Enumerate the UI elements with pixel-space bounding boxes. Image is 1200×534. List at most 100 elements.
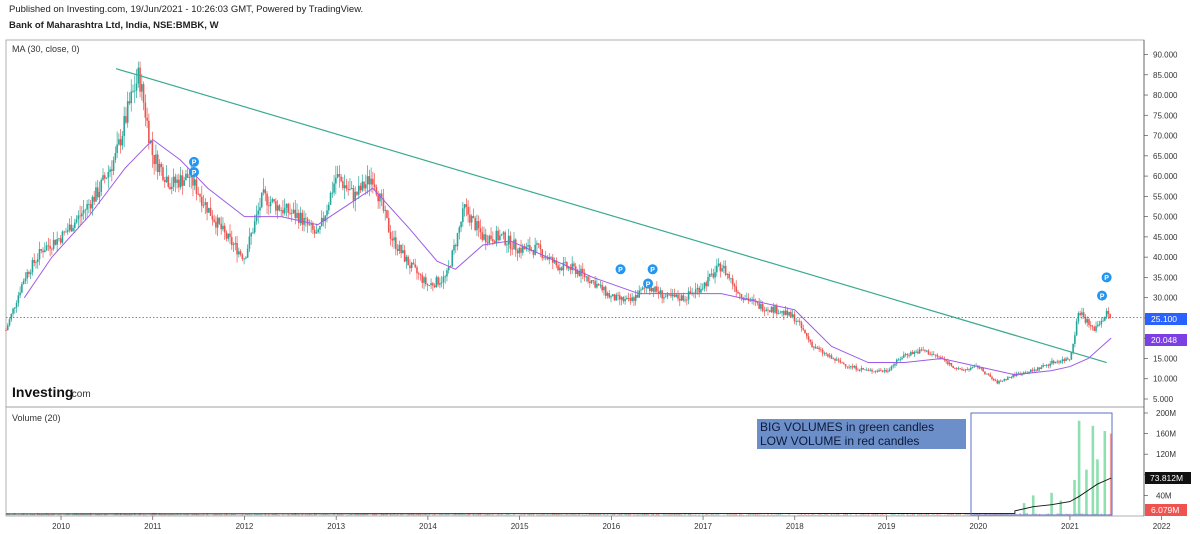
candle-body: [469, 214, 471, 223]
volume-bar: [702, 513, 704, 516]
volume-bar: [486, 513, 489, 516]
candle-body: [310, 223, 312, 225]
volume-bar: [1028, 515, 1030, 516]
volume-bar: [522, 514, 524, 516]
candle-body: [654, 286, 656, 292]
candle-body: [678, 298, 681, 301]
candle-body: [1077, 313, 1080, 322]
volume-bar: [703, 515, 706, 516]
candle-body: [294, 209, 297, 218]
volume-bar: [183, 514, 185, 516]
candle-body: [795, 320, 797, 322]
p-marker: P: [189, 156, 200, 167]
candle-body: [211, 215, 214, 220]
volume-bar: [68, 514, 71, 516]
candle-body: [366, 176, 369, 185]
volume-bar: [710, 513, 713, 516]
candle-body: [245, 257, 247, 259]
volume-bar: [155, 513, 157, 516]
volume-bar: [924, 514, 926, 516]
volume-bar: [920, 513, 923, 516]
candle-body: [684, 299, 686, 301]
volume-bar: [846, 513, 849, 516]
volume-pane[interactable]: [5, 406, 1145, 517]
volume-bar: [231, 513, 233, 516]
volume-bar: [888, 515, 891, 516]
volume-bar: [186, 513, 189, 516]
volume-bar: [19, 514, 21, 516]
volume-bar: [564, 514, 566, 516]
volume-bar: [507, 513, 510, 516]
candle-body: [800, 322, 803, 329]
candle-body: [721, 268, 723, 272]
candle-body: [192, 171, 194, 186]
volume-bar: [268, 513, 270, 516]
volume-bar: [731, 514, 734, 516]
candle-body: [384, 210, 387, 211]
volume-bar: [659, 515, 662, 516]
volume-bar: [432, 514, 434, 516]
candle-body: [375, 187, 378, 195]
candle-body: [724, 265, 727, 275]
volume-tick-label: 120M: [1156, 450, 1176, 459]
candle-body: [377, 194, 379, 202]
price-pane[interactable]: [5, 39, 1145, 408]
candle-body: [832, 358, 835, 360]
candle-body: [839, 360, 842, 363]
price-tick-label: 80.000: [1153, 91, 1178, 100]
volume-bar: [485, 514, 487, 516]
candle-body: [96, 187, 99, 198]
candle-body: [492, 239, 494, 242]
candle-body: [805, 333, 808, 337]
candle-body: [246, 248, 249, 258]
volume-bar-highlight: [1103, 431, 1107, 516]
volume-bar: [874, 513, 877, 516]
candle-body: [1089, 325, 1092, 327]
candle-body: [620, 297, 623, 300]
volume-bar: [597, 513, 600, 516]
candle-body: [689, 291, 692, 294]
volume-bar: [38, 513, 41, 516]
volume-bar: [934, 514, 937, 516]
volume-bar: [470, 515, 473, 516]
candle-body: [857, 369, 859, 371]
candle-body: [707, 276, 709, 287]
candle-body: [994, 380, 997, 382]
p-marker: P: [1101, 272, 1112, 283]
candle-body: [701, 288, 704, 290]
volume-bar: [317, 515, 319, 516]
candle-body: [987, 373, 990, 375]
volume-bar: [536, 514, 538, 516]
volume-bar: [948, 513, 951, 516]
volume-bar: [758, 514, 760, 516]
candle-body: [518, 247, 521, 254]
volume-bar: [291, 513, 293, 516]
volume-bar: [412, 513, 415, 516]
candle-body: [844, 364, 847, 367]
annotation-line-2: LOW VOLUME in red candles: [760, 434, 919, 448]
volume-bar: [433, 514, 436, 516]
candle-body: [790, 311, 792, 317]
volume-bar: [784, 514, 787, 516]
volume-bar: [689, 513, 692, 516]
volume-bar: [661, 515, 663, 516]
volume-bar: [250, 514, 252, 516]
candle-body: [791, 314, 794, 317]
volume-bar: [885, 513, 887, 516]
candle-body: [132, 90, 134, 92]
volume-bar: [557, 513, 559, 516]
candle-body: [236, 242, 238, 255]
volume-bar: [153, 512, 155, 516]
candle-body: [497, 230, 499, 241]
candle-body: [308, 224, 311, 226]
volume-bar: [312, 515, 314, 516]
candle-body: [380, 193, 383, 199]
volume-bar: [393, 513, 395, 516]
candle-body: [648, 288, 651, 292]
volume-bar: [961, 515, 963, 516]
candle-body: [98, 191, 101, 198]
candle-body: [172, 176, 175, 187]
candle-body: [730, 278, 732, 280]
candle-body: [460, 221, 462, 228]
